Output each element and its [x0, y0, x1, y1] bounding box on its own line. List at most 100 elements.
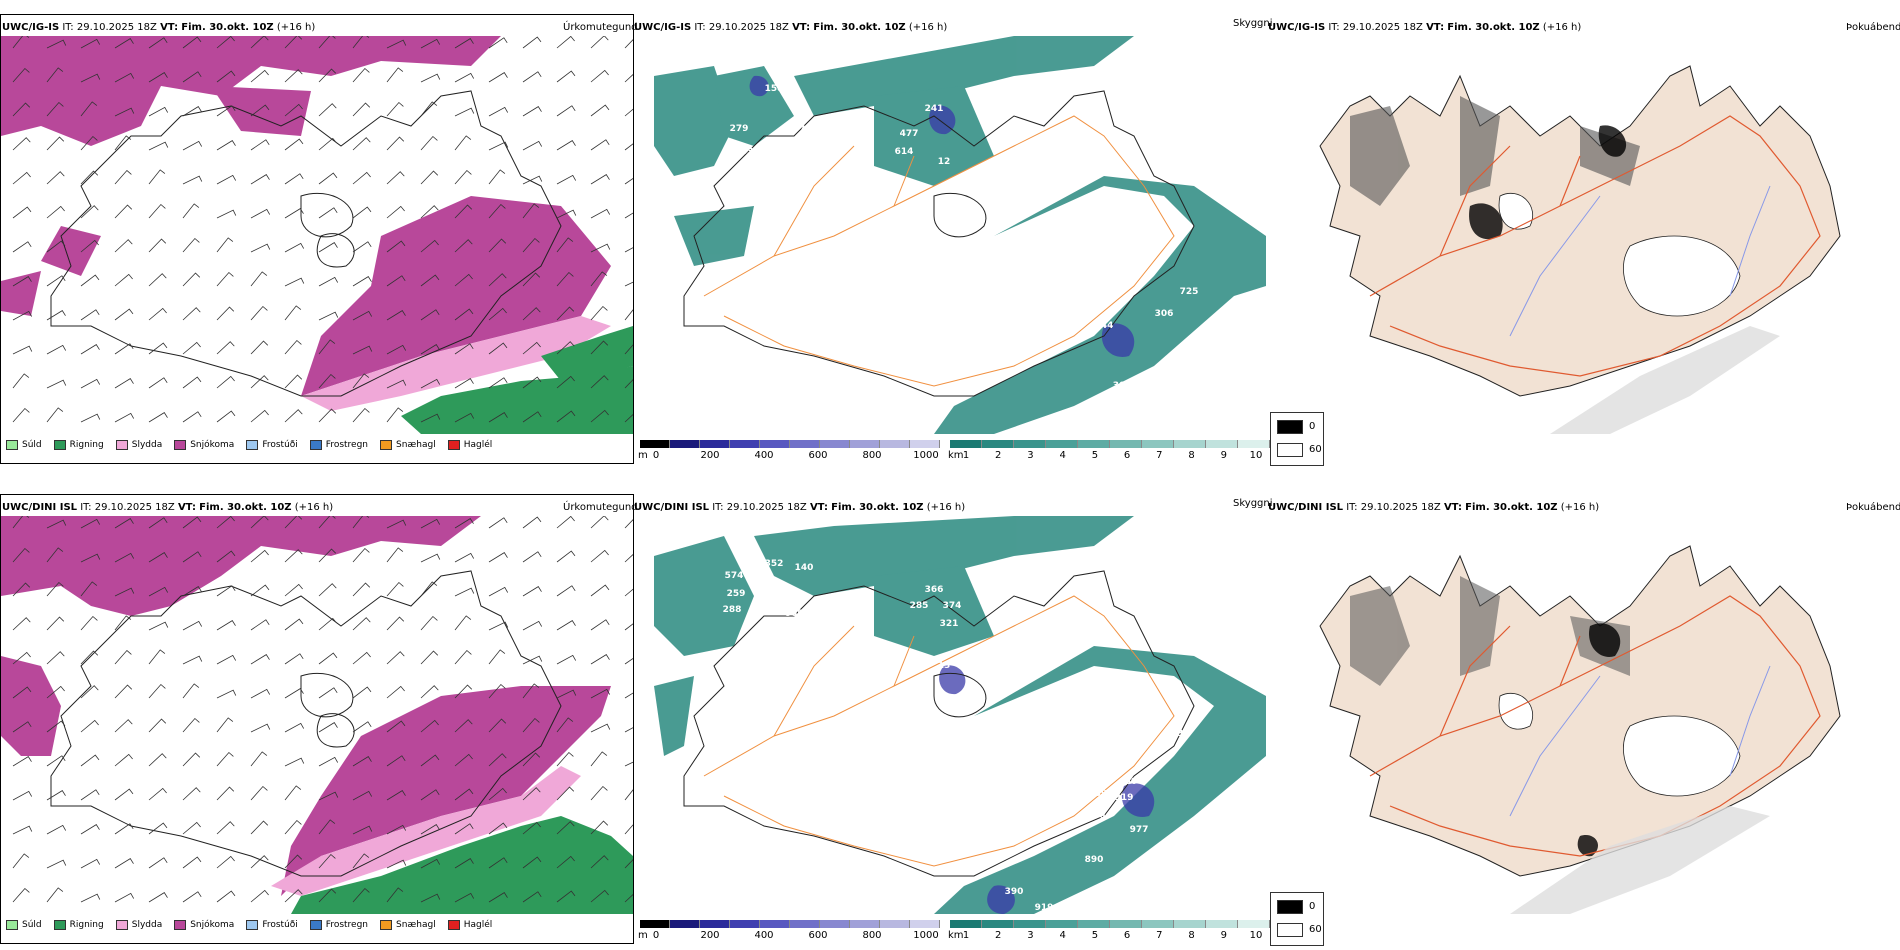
wind-barb: [318, 756, 339, 767]
wind-barb: [590, 820, 609, 835]
wind-barb: [624, 727, 633, 733]
cloud-base-label: 977: [1130, 825, 1149, 835]
glaciers: [1498, 693, 1741, 797]
wind-barb: [12, 407, 30, 423]
legend-item: Frostúði: [246, 440, 298, 450]
rivers: [1509, 185, 1771, 337]
wind-barb: [12, 547, 30, 563]
colorbar-tick: 2: [995, 450, 1002, 461]
wind-barb: [386, 720, 406, 733]
wind-barb: [216, 36, 235, 49]
wind-barb: [420, 205, 439, 219]
wind-barb: [556, 105, 576, 117]
wind-barb: [386, 67, 404, 83]
legend-item: Frostregn: [309, 440, 368, 450]
iceland-outline: [683, 90, 1195, 397]
wind-barb: [420, 239, 439, 253]
legend-label: Rigning: [69, 440, 104, 450]
wind-barb: [624, 553, 633, 563]
iceland-outline: [50, 90, 562, 397]
wind-barb: [250, 889, 269, 903]
colorbar-segment: [700, 440, 730, 448]
wind-barb: [182, 683, 200, 699]
wind-barb: [352, 102, 371, 117]
precip-map-2: [1, 516, 633, 914]
wind-barb: [454, 169, 472, 185]
cloud-base-label: 13: [938, 661, 951, 671]
cloud-base-label: 16: [950, 185, 963, 195]
legend-label: Snjókoma: [190, 920, 235, 930]
wind-barb: [80, 581, 98, 597]
wind-barb: [250, 104, 270, 117]
wind-barb: [80, 378, 101, 389]
colorbar-unit: m: [638, 450, 648, 461]
wind-barb: [386, 407, 404, 423]
legend-swatch: [115, 920, 128, 930]
wind-barb: [420, 685, 439, 699]
wind-barb: [624, 39, 633, 49]
wind-barb: [216, 689, 237, 699]
wind-barb: [556, 654, 577, 665]
wind-barb: [46, 39, 67, 49]
colorbar-segment: [820, 440, 850, 448]
cloud-labels: 158 279 973 483 358 477 241 614 12 16 725 306 744 13 8…: [730, 84, 1241, 419]
wind-barb: [386, 205, 405, 219]
wind-barb: [454, 684, 473, 699]
wind-barb: [318, 207, 338, 219]
wind-barb: [454, 788, 474, 801]
cloud-base-label: 873: [1165, 729, 1184, 739]
wind-barb: [46, 790, 66, 801]
colorbar-segment: [640, 440, 670, 448]
wind-barb: [216, 140, 236, 151]
wind-barb: [318, 652, 338, 665]
wind-barb: [624, 789, 633, 801]
fog-header-2: UWC/DINI ISL IT: 29.10.2025 18Z VT: Fim.…: [1268, 502, 1600, 513]
wind-barb: [114, 169, 132, 185]
wind-barb: [284, 889, 303, 903]
wind-barb: [46, 859, 67, 869]
colorbar-segment: [820, 920, 850, 928]
wind-barb: [556, 306, 575, 321]
wind-barb: [590, 375, 609, 389]
wind-barb: [46, 824, 67, 835]
wind-barb: [624, 379, 633, 389]
fog-title-2: Þokuábendi: [1846, 502, 1900, 513]
wind-barb: [590, 174, 610, 185]
wind-barb: [386, 651, 405, 665]
wind-barb: [250, 139, 270, 151]
wind-barb: [386, 824, 407, 835]
cloud-base-label: 604: [1125, 777, 1144, 787]
legend-swatch: [174, 440, 187, 450]
colorbar-tick: 1: [962, 930, 970, 941]
roads: [703, 115, 1175, 387]
wind-barb: [148, 517, 168, 529]
wind-barb: [284, 69, 303, 83]
wind-barb: [590, 516, 609, 529]
wind-barb: [556, 689, 577, 699]
wind-barb: [12, 617, 31, 631]
wind-barb: [46, 67, 64, 83]
legend-swatch: [246, 440, 259, 450]
wind-barb: [352, 756, 372, 767]
wind-barb: [46, 136, 65, 151]
wind-barb: [386, 344, 407, 355]
wind-barb: [590, 751, 608, 767]
colorbar-tick: 0: [652, 930, 660, 941]
wind-barb: [284, 549, 303, 563]
wind-barb: [488, 517, 508, 529]
wind-barb: [386, 171, 405, 185]
colorbar-segment: [1206, 440, 1238, 448]
wind-barb: [488, 141, 509, 151]
wind-barb: [624, 212, 633, 219]
wind-barb: [182, 551, 202, 563]
wind-barb: [556, 620, 576, 631]
wind-barb: [216, 654, 237, 665]
legend-label: Frostregn: [325, 920, 369, 930]
wind-barb: [522, 516, 542, 529]
wind-barb: [420, 344, 440, 355]
wind-barb: [352, 721, 372, 733]
wind-barb: [182, 586, 202, 597]
colorbar-tick: 3: [1027, 450, 1034, 461]
cloud-map-1: 158 279 973 483 358 477 241 614 12 16 725 306 744 13 8…: [654, 36, 1266, 434]
wind-barb: [420, 73, 441, 83]
